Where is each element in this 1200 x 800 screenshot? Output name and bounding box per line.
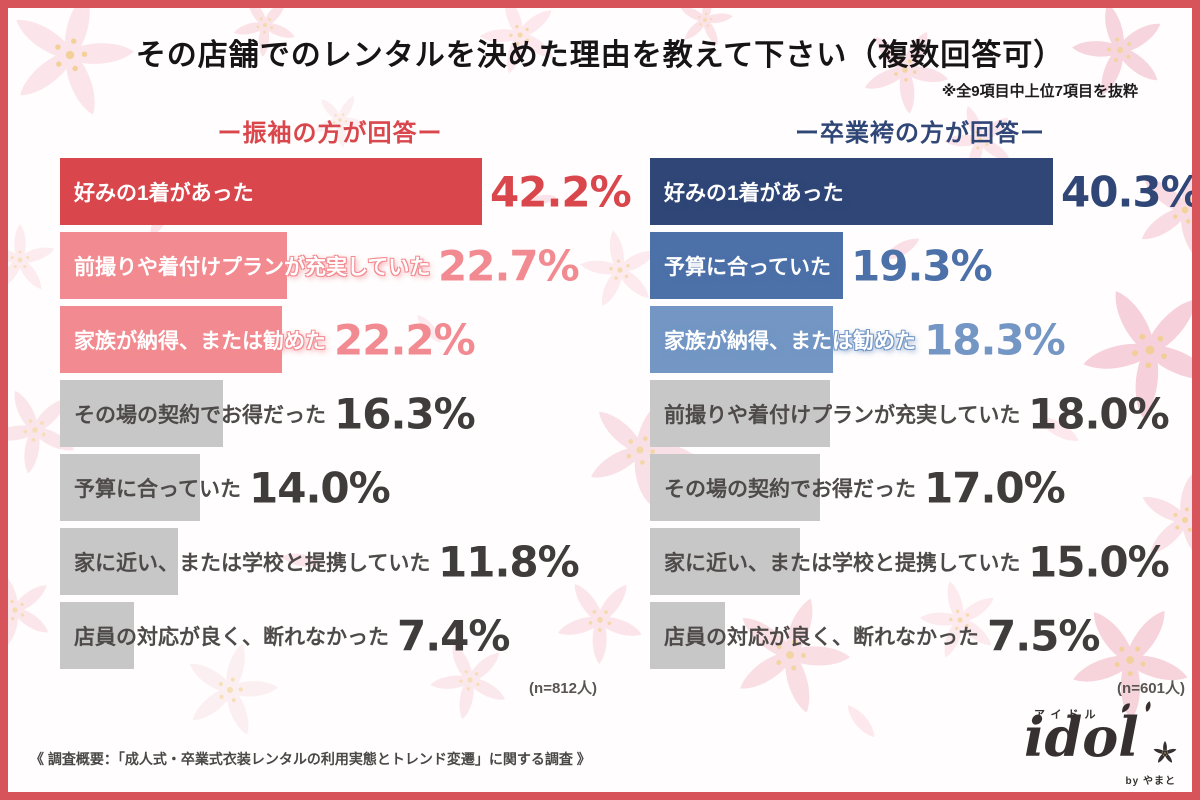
bar-fill bbox=[60, 306, 282, 373]
bar-value: 19.3% bbox=[851, 241, 993, 290]
bar-value: 17.0% bbox=[924, 463, 1066, 512]
column-header-furisode: ー振袖の方が回答ー bbox=[217, 120, 443, 147]
bar-fill bbox=[650, 158, 1053, 225]
bar-fill bbox=[650, 232, 843, 299]
bar-fill bbox=[650, 454, 820, 521]
bar-value: 18.3% bbox=[924, 315, 1066, 364]
bar-fill bbox=[60, 380, 223, 447]
bar-fill bbox=[60, 602, 134, 669]
bar-value: 18.0% bbox=[1028, 389, 1170, 438]
bar-label: 前撮りや着付けプランが充実していた bbox=[74, 255, 431, 279]
title-note: ※全9項目中上位7項目を抜粋 bbox=[941, 83, 1138, 100]
bar-label: 予算に合っていた bbox=[664, 255, 831, 279]
bar-fill bbox=[60, 158, 482, 225]
bar-value: 7.5% bbox=[987, 611, 1100, 660]
sample-size-hakama: (n=601人) bbox=[1117, 680, 1185, 697]
bar-label: その場の契約でお得だった bbox=[74, 403, 326, 427]
bar-label: 家族が納得、または勧めた bbox=[664, 329, 916, 353]
bar-label: 好みの1着があった bbox=[74, 181, 254, 205]
bar-value: 22.7% bbox=[438, 241, 580, 290]
survey-overview-line: 《 調査概要：「成人式・卒業式衣装レンタルの利用実態とトレンド変遷」に関する調査… bbox=[30, 751, 591, 767]
bar-label: 店員の対応が良く、断れなかった bbox=[664, 625, 979, 649]
bar-fill bbox=[60, 528, 178, 595]
bar-value: 16.3% bbox=[334, 389, 476, 438]
bar-row: 好みの1着があった 42.2% bbox=[60, 158, 632, 225]
bar-label: 家に近い、または学校と提携していた bbox=[664, 551, 1021, 575]
bar-row: その場の契約でお得だった 16.3% bbox=[60, 380, 600, 447]
bar-row: 予算に合っていた 14.0% bbox=[60, 454, 600, 521]
bar-row: 好みの1着があった 40.3% bbox=[650, 158, 1200, 225]
bar-value: 11.8% bbox=[438, 537, 580, 586]
logo-sakura-icon bbox=[1152, 741, 1178, 764]
bar-label: 予算に合っていた bbox=[74, 477, 241, 501]
bars-left: 好みの1着があった 42.2% 前撮りや着付けプランが充実していた 22.7% 家族が納… bbox=[60, 158, 632, 676]
bar-row: 前撮りや着付けプランが充実していた 18.0% bbox=[650, 380, 1190, 447]
bar-label: 好みの1着があった bbox=[664, 181, 844, 205]
bar-fill bbox=[60, 454, 200, 521]
bar-row: 家族が納得、または勧めた 18.3% bbox=[650, 306, 1190, 373]
bar-fill bbox=[60, 232, 287, 299]
bar-value: 40.3% bbox=[1061, 167, 1200, 216]
bars-right: 好みの1着があった 40.3% 予算に合っていた 19.3% 家族が納得、または勧めた 1… bbox=[650, 158, 1200, 676]
petal-decoration-icon bbox=[1122, 701, 1151, 713]
survey-overview: 《 調査概要：「成人式・卒業式衣装レンタルの利用実態とトレンド変遷」に関する調査… bbox=[30, 701, 1020, 800]
column-header-hakama: ー卒業袴の方が回答ー bbox=[795, 120, 1045, 147]
bar-label: 家族が納得、または勧めた bbox=[74, 329, 326, 353]
logo-katakana-text: アイドル bbox=[1034, 709, 1102, 721]
bar-label: その場の契約でお得だった bbox=[664, 477, 916, 501]
bar-fill bbox=[650, 380, 830, 447]
bar-value: 15.0% bbox=[1028, 537, 1170, 586]
bar-row: その場の契約でお得だった 17.0% bbox=[650, 454, 1190, 521]
bar-value: 22.2% bbox=[334, 315, 476, 364]
bar-row: 店員の対応が良く、断れなかった 7.5% bbox=[650, 602, 1190, 669]
bar-row: 店員の対応が良く、断れなかった 7.4% bbox=[60, 602, 600, 669]
bar-fill bbox=[650, 306, 833, 373]
bar-value: 42.2% bbox=[490, 167, 632, 216]
bar-fill bbox=[650, 602, 725, 669]
idol-logo: アイドル idol by やまと bbox=[1022, 698, 1190, 790]
bar-value: 14.0% bbox=[249, 463, 391, 512]
bar-row: 前撮りや着付けプランが充実していた 22.7% bbox=[60, 232, 600, 299]
bar-row: 家に近い、または学校と提携していた 11.8% bbox=[60, 528, 600, 595]
page-title: その店舗でのレンタルを決めた理由を教えて下さい（複数回答可） bbox=[135, 39, 1065, 72]
logo-wordmark: idol bbox=[1024, 705, 1139, 769]
bar-row: 予算に合っていた 19.3% bbox=[650, 232, 1190, 299]
sample-size-furisode: (n=812人) bbox=[529, 680, 597, 697]
logo-by-text: by やまと bbox=[1125, 776, 1176, 787]
bar-fill bbox=[650, 528, 800, 595]
bar-row: 家に近い、または学校と提携していた 15.0% bbox=[650, 528, 1190, 595]
bar-label: 店員の対応が良く、断れなかった bbox=[74, 625, 389, 649]
bar-label: 家に近い、または学校と提携していた bbox=[74, 551, 431, 575]
bar-value: 7.4% bbox=[397, 611, 510, 660]
bar-row: 家族が納得、または勧めた 22.2% bbox=[60, 306, 600, 373]
bar-label: 前撮りや着付けプランが充実していた bbox=[664, 403, 1021, 427]
